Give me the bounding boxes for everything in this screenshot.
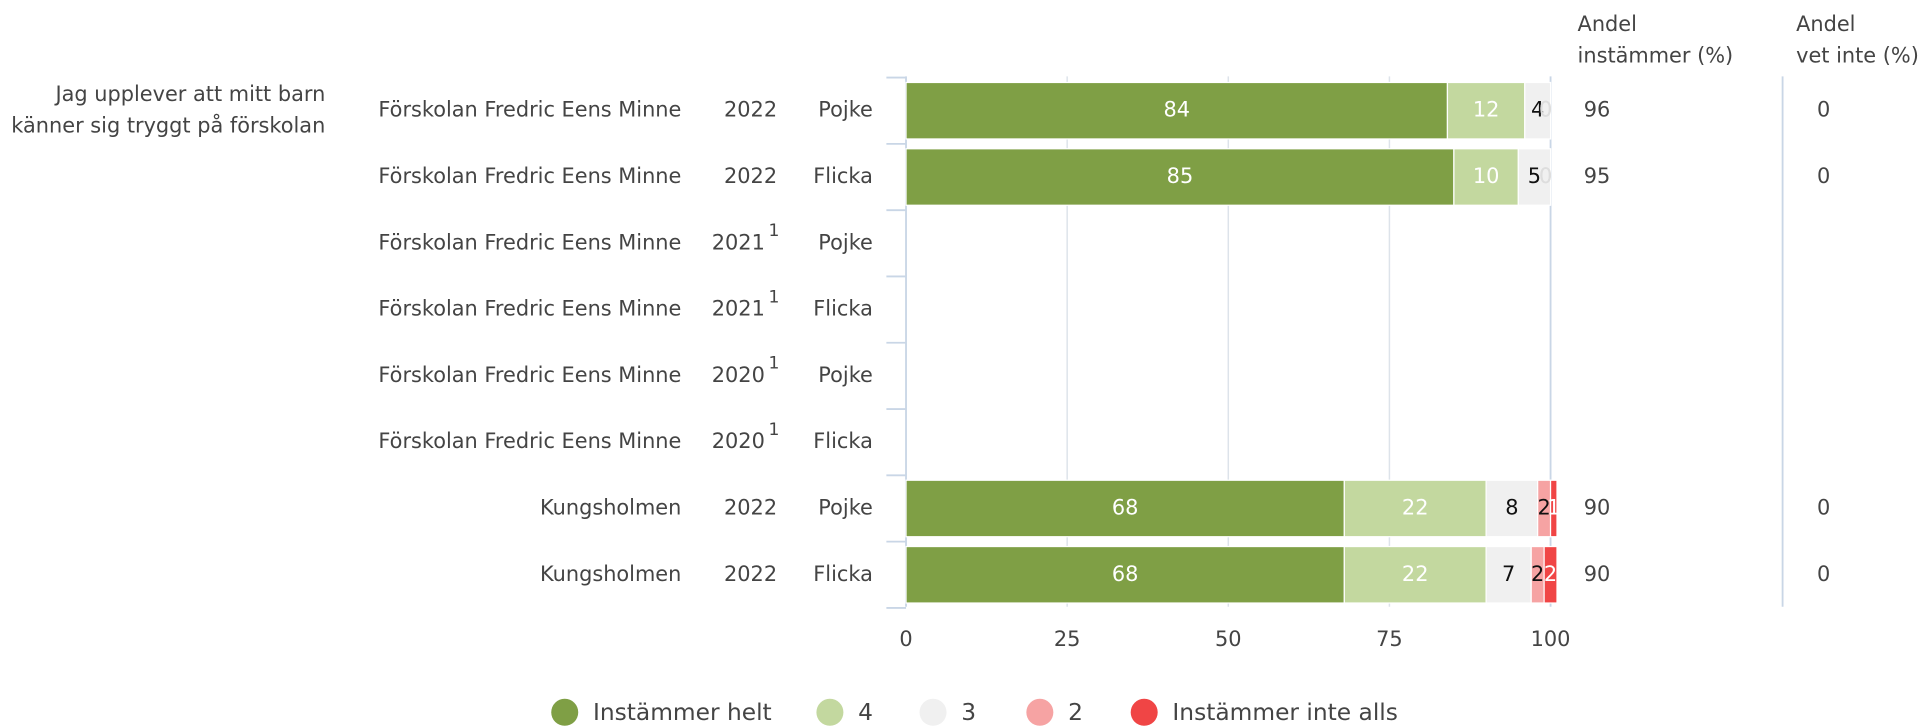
row-year: 2022: [724, 98, 777, 122]
bar-segment: [1549, 479, 1558, 538]
row-year-note: 1: [769, 420, 780, 440]
bar-value-label: 68: [1112, 562, 1139, 586]
column-value: 90: [1584, 562, 1611, 586]
row-year: 2021: [712, 230, 765, 254]
row-school: Förskolan Fredric Eens Minne: [378, 98, 681, 122]
row-year: 2020: [712, 363, 765, 387]
bar-segment: [905, 545, 1345, 604]
legend-label: 4: [858, 699, 873, 726]
bar-value-label: 22: [1402, 495, 1429, 519]
bar-value-label: 1: [1547, 495, 1560, 519]
bar-segment: [905, 81, 1449, 140]
bar-value-label: 2: [1531, 562, 1544, 586]
x-tick-label: 50: [1215, 627, 1242, 651]
legend-label: Instämmer helt: [593, 699, 772, 726]
row-gender: Pojke: [818, 230, 873, 254]
column-value: 0: [1817, 562, 1830, 586]
row-year-note: 1: [769, 287, 780, 307]
row-gender: Flicka: [813, 429, 873, 453]
bar-value-label: 5: [1528, 164, 1541, 188]
bar-value-label: 4: [1531, 98, 1544, 122]
column-header: Andel: [1578, 12, 1637, 36]
bar-value-label: 10: [1473, 164, 1500, 188]
x-tick-label: 100: [1531, 627, 1571, 651]
row-year: 2022: [724, 562, 777, 586]
bar-value-label: 7: [1502, 562, 1515, 586]
column-value: 95: [1584, 164, 1611, 188]
bar-value-label: 12: [1473, 98, 1500, 122]
x-tick-label: 75: [1376, 627, 1403, 651]
bar-segment: [1343, 479, 1487, 538]
question-text: Jag upplever att mitt barn: [53, 82, 325, 106]
legend-marker: [919, 698, 947, 726]
question-text: känner sig tryggt på förskolan: [11, 113, 325, 138]
row-school: Kungsholmen: [540, 495, 681, 519]
row-gender: Flicka: [813, 164, 873, 188]
row-school: Förskolan Fredric Eens Minne: [378, 429, 681, 453]
column-value: 0: [1817, 495, 1830, 519]
bar-value-label: 0: [1539, 98, 1552, 122]
column-header: vet inte (%): [1796, 44, 1919, 68]
row-school: Förskolan Fredric Eens Minne: [378, 363, 681, 387]
legend-label: 2: [1068, 699, 1083, 726]
legend-marker: [1026, 698, 1054, 726]
bar-value-label: 68: [1112, 495, 1139, 519]
bar-segment: [1343, 545, 1487, 604]
column-value: 0: [1817, 98, 1830, 122]
x-tick-label: 25: [1054, 627, 1081, 651]
bar-segment: [1543, 545, 1558, 604]
bar-value-label: 2: [1537, 495, 1550, 519]
row-gender: Pojke: [818, 363, 873, 387]
bar-value-label: 0: [1539, 164, 1552, 188]
bar-value-label: 22: [1402, 562, 1429, 586]
column-value: 90: [1584, 495, 1611, 519]
row-year: 2020: [712, 429, 765, 453]
x-tick-label: 0: [899, 627, 912, 651]
bar-value-label: 0: [1539, 98, 1552, 122]
bar-segment: [1517, 148, 1552, 206]
bar-segment: [905, 148, 1455, 206]
row-school: Förskolan Fredric Eens Minne: [378, 297, 681, 321]
bar-segment: [1524, 81, 1552, 140]
bar-value-label: 0: [1539, 164, 1552, 188]
column-value: 0: [1817, 164, 1830, 188]
legend-marker: [551, 698, 579, 726]
bar-value-label: 84: [1163, 98, 1190, 122]
row-year: 2022: [724, 495, 777, 519]
legend-label: 3: [961, 699, 976, 726]
column-value: 96: [1584, 98, 1611, 122]
row-year: 2022: [724, 164, 777, 188]
row-gender: Pojke: [818, 98, 873, 122]
row-year-note: 1: [769, 221, 780, 241]
column-header: Andel: [1796, 12, 1855, 36]
row-gender: Flicka: [813, 297, 873, 321]
legend-marker: [816, 698, 844, 726]
bar-value-label: 2: [1544, 562, 1557, 586]
legend-label: Instämmer inte alls: [1172, 699, 1398, 726]
bar-segment: [1453, 148, 1519, 206]
bar-value-label: 8: [1505, 495, 1518, 519]
row-school: Kungsholmen: [540, 562, 681, 586]
row-school: Förskolan Fredric Eens Minne: [378, 230, 681, 254]
column-header: instämmer (%): [1578, 44, 1734, 68]
bar-value-label: 85: [1167, 164, 1194, 188]
row-school: Förskolan Fredric Eens Minne: [378, 164, 681, 188]
bar-segment: [905, 479, 1345, 538]
row-year: 2021: [712, 297, 765, 321]
legend-marker: [1130, 698, 1158, 726]
row-gender: Pojke: [818, 495, 873, 519]
row-year-note: 1: [769, 354, 780, 374]
bar-segment: [1485, 479, 1539, 538]
row-gender: Flicka: [813, 562, 873, 586]
